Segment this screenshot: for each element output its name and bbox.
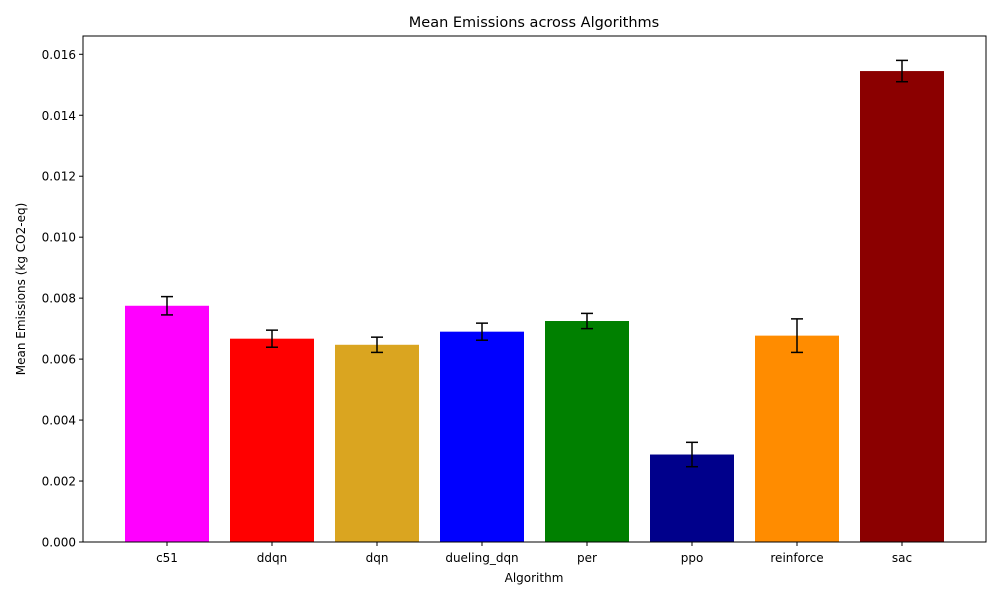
y-tick-label: 0.004	[42, 414, 76, 428]
bar-ppo	[650, 454, 734, 542]
x-tick-label: c51	[156, 551, 178, 565]
x-tick-label: per	[577, 551, 597, 565]
y-tick-label: 0.002	[42, 475, 76, 489]
bar-c51	[125, 305, 209, 542]
x-tick-label: ddqn	[257, 551, 287, 565]
y-tick-label: 0.000	[42, 536, 76, 550]
x-tick-label: sac	[892, 551, 912, 565]
x-tick-label: dqn	[366, 551, 389, 565]
axes-frame	[82, 35, 987, 543]
y-tick-label: 0.014	[42, 109, 76, 123]
x-tick-label: dueling_dqn	[445, 551, 518, 565]
x-tick-label: ppo	[681, 551, 704, 565]
y-tick-label: 0.012	[42, 170, 76, 184]
plot-area: 0.000 0.002 0.004 0.006 0.008 0.010 0.012 0.014…	[42, 35, 987, 565]
x-tick-label: reinforce	[770, 551, 823, 565]
y-tick-label: 0.008	[42, 292, 76, 306]
bar-sac	[860, 71, 944, 543]
y-tick-label: 0.016	[42, 48, 76, 62]
x-axis-label: Algorithm	[505, 571, 564, 585]
bar-ddqn	[230, 338, 314, 542]
y-tick-label: 0.006	[42, 353, 76, 367]
bar-dueling_dqn	[440, 331, 524, 542]
bar-per	[545, 321, 629, 542]
chart-title: Mean Emissions across Algorithms	[409, 15, 659, 31]
bar-reinforce	[755, 335, 839, 542]
y-tick-label: 0.010	[42, 231, 76, 245]
y-axis-label: Mean Emissions (kg CO2-eq)	[14, 203, 28, 376]
bar-dqn	[335, 344, 419, 542]
